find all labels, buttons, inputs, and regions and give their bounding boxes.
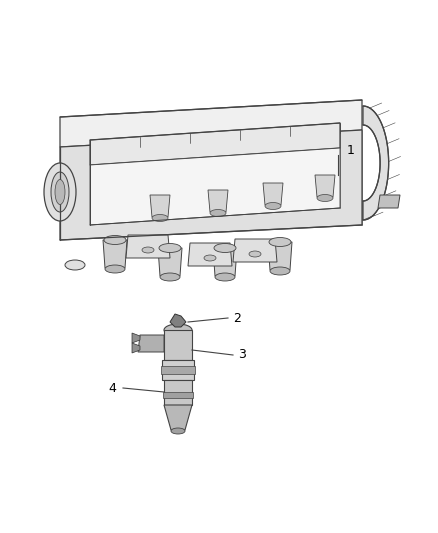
Ellipse shape	[65, 260, 85, 270]
Ellipse shape	[159, 244, 181, 253]
Ellipse shape	[160, 273, 180, 281]
Polygon shape	[233, 239, 277, 262]
Ellipse shape	[104, 236, 126, 245]
Ellipse shape	[215, 273, 235, 281]
Text: 2: 2	[233, 311, 241, 325]
Text: 3: 3	[238, 349, 246, 361]
Polygon shape	[315, 175, 335, 197]
Ellipse shape	[214, 244, 236, 253]
Polygon shape	[164, 330, 192, 360]
Ellipse shape	[265, 203, 281, 209]
Ellipse shape	[317, 195, 333, 201]
Ellipse shape	[164, 324, 192, 336]
Ellipse shape	[55, 180, 65, 205]
Polygon shape	[150, 195, 170, 217]
Polygon shape	[378, 195, 400, 208]
Ellipse shape	[210, 209, 226, 216]
Polygon shape	[126, 235, 170, 258]
Ellipse shape	[44, 163, 76, 221]
Polygon shape	[138, 335, 164, 352]
Ellipse shape	[204, 255, 216, 261]
Ellipse shape	[152, 214, 168, 222]
Polygon shape	[164, 380, 192, 405]
Ellipse shape	[249, 251, 261, 257]
Polygon shape	[103, 240, 127, 268]
Polygon shape	[268, 242, 292, 270]
Ellipse shape	[269, 238, 291, 246]
Polygon shape	[164, 405, 192, 430]
Polygon shape	[163, 392, 193, 398]
Ellipse shape	[105, 265, 125, 273]
Polygon shape	[132, 343, 140, 353]
Polygon shape	[363, 106, 389, 220]
Ellipse shape	[270, 267, 290, 275]
Polygon shape	[161, 366, 195, 374]
Text: 1: 1	[347, 143, 355, 157]
Polygon shape	[170, 314, 186, 327]
Polygon shape	[208, 190, 228, 212]
Polygon shape	[60, 100, 362, 147]
Polygon shape	[90, 123, 340, 165]
Ellipse shape	[142, 247, 154, 253]
Ellipse shape	[51, 172, 69, 212]
Polygon shape	[263, 183, 283, 205]
Polygon shape	[60, 130, 362, 240]
Polygon shape	[158, 248, 182, 276]
Ellipse shape	[171, 428, 185, 434]
Text: 4: 4	[108, 382, 116, 394]
Polygon shape	[132, 333, 140, 343]
Polygon shape	[213, 248, 237, 276]
Polygon shape	[90, 148, 340, 225]
Polygon shape	[188, 243, 232, 266]
Polygon shape	[162, 360, 194, 380]
